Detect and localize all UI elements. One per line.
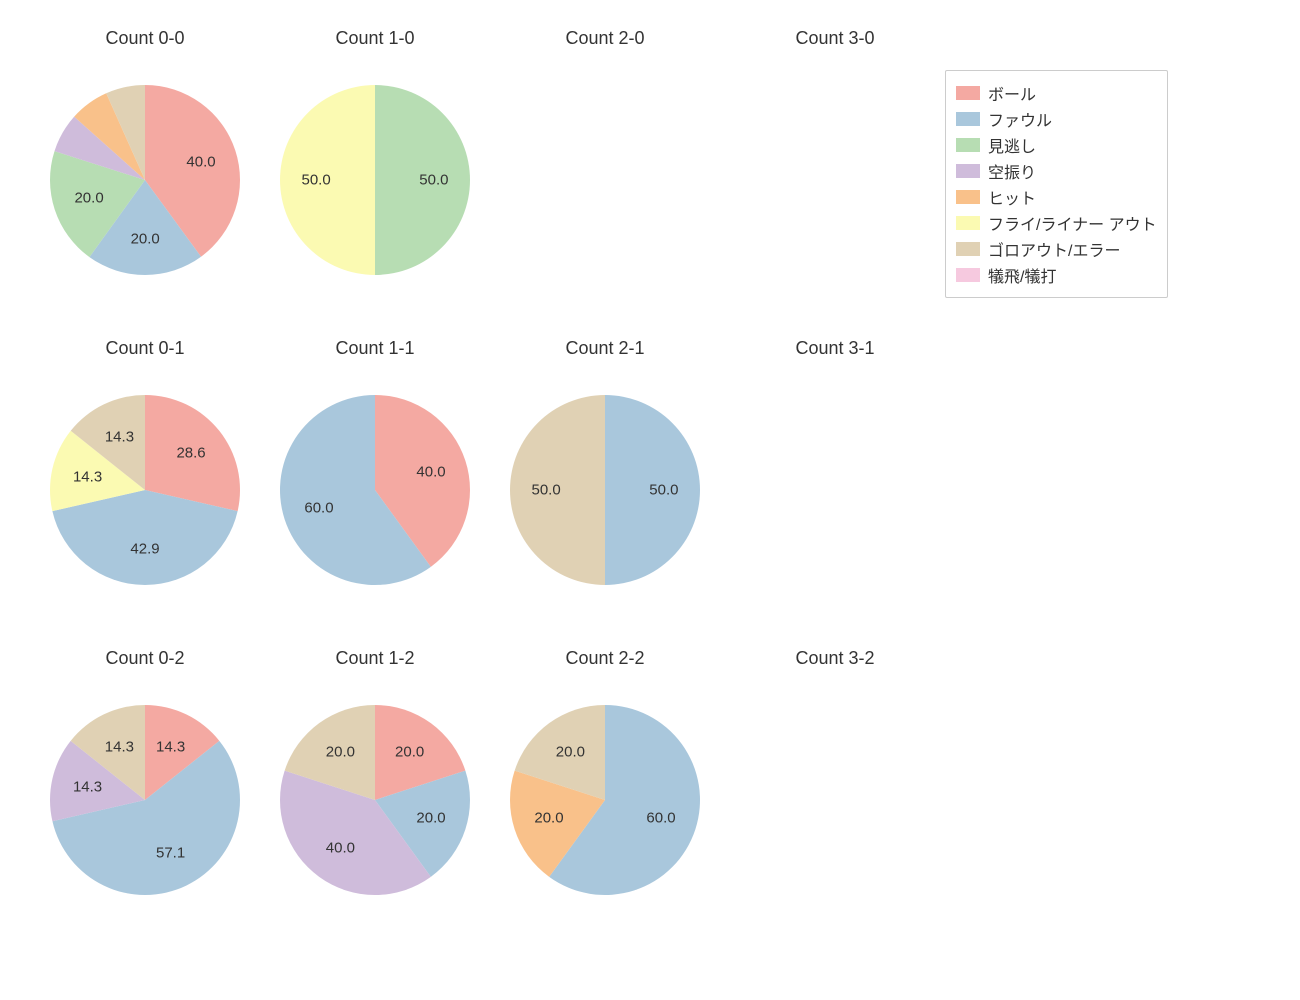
slice-label: 57.1 (156, 845, 185, 862)
panel-title: Count 2-0 (500, 28, 710, 49)
legend-item: 空振り (956, 159, 1157, 183)
legend-swatch (956, 216, 980, 230)
legend-item: ゴロアウト/エラー (956, 237, 1157, 261)
legend-label: ファウル (988, 107, 1052, 131)
slice-label: 20.0 (395, 744, 424, 761)
pie-panel: Count 3-1 (730, 330, 940, 610)
legend-swatch (956, 190, 980, 204)
pie-chart (278, 703, 472, 902)
slice-label: 60.0 (646, 810, 675, 827)
pie-chart (508, 703, 702, 902)
legend-item: ボール (956, 81, 1157, 105)
slice-label: 14.3 (156, 738, 185, 755)
legend-item: 犠飛/犠打 (956, 263, 1157, 287)
panel-title: Count 1-1 (270, 338, 480, 359)
legend-label: フライ/ライナー アウト (988, 211, 1157, 235)
legend-label: ヒット (988, 185, 1036, 209)
pie-panel: Count 3-0 (730, 20, 940, 300)
panel-title: Count 2-2 (500, 648, 710, 669)
slice-label: 42.9 (130, 540, 159, 557)
pie-panel: Count 2-2 60.0 20.0 20.0 (500, 640, 710, 920)
slice-label: 40.0 (326, 839, 355, 856)
slice-label: 14.3 (105, 738, 134, 755)
chart-stage: Count 0-040.020.020.0Count 1-050.050.0Co… (0, 0, 1300, 1000)
legend-label: 見逃し (988, 133, 1036, 157)
pie-chart (48, 83, 242, 282)
legend-swatch (956, 164, 980, 178)
slice-label: 20.0 (326, 744, 355, 761)
slice-label: 50.0 (531, 482, 560, 499)
pie-chart (48, 393, 242, 592)
panel-title: Count 3-0 (730, 28, 940, 49)
pie-panel: Count 1-0 50.0 50.0 (270, 20, 480, 300)
legend-item: ファウル (956, 107, 1157, 131)
slice-label: 40.0 (416, 463, 445, 480)
slice-label: 60.0 (304, 500, 333, 517)
panel-title: Count 3-2 (730, 648, 940, 669)
slice-label: 20.0 (534, 810, 563, 827)
panel-title: Count 0-1 (40, 338, 250, 359)
panel-title: Count 1-0 (270, 28, 480, 49)
panel-title: Count 0-0 (40, 28, 250, 49)
slice-label: 50.0 (649, 482, 678, 499)
legend-item: フライ/ライナー アウト (956, 211, 1157, 235)
pie-panel: Count 0-1 28.6 42.9 14.3 14.3 (40, 330, 250, 610)
pie-panel: Count 1-2 20.0 20.0 40.0 20.0 (270, 640, 480, 920)
slice-label: 20.0 (74, 190, 103, 207)
slice-label: 14.3 (73, 778, 102, 795)
slice-label: 50.0 (419, 172, 448, 189)
legend-item: ヒット (956, 185, 1157, 209)
pie-panel: Count 2-0 (500, 20, 710, 300)
panel-title: Count 0-2 (40, 648, 250, 669)
legend-item: 見逃し (956, 133, 1157, 157)
pie-panel: Count 0-0 40.0 20.0 20.0 (40, 20, 250, 300)
legend-swatch (956, 268, 980, 282)
slice-label: 28.6 (176, 445, 205, 462)
pie-panel: Count 0-2 14.3 57.1 14.3 14.3 (40, 640, 250, 920)
legend-label: 空振り (988, 159, 1036, 183)
legend: ボールファウル見逃し空振りヒットフライ/ライナー アウトゴロアウト/エラー犠飛/… (945, 70, 1168, 298)
pie-chart (48, 703, 242, 902)
panel-title: Count 2-1 (500, 338, 710, 359)
slice-label: 20.0 (416, 810, 445, 827)
legend-swatch (956, 86, 980, 100)
slice-label: 14.3 (73, 468, 102, 485)
panel-title: Count 1-2 (270, 648, 480, 669)
pie-panel: Count 3-2 (730, 640, 940, 920)
slice-label: 40.0 (186, 153, 215, 170)
slice-label: 14.3 (105, 428, 134, 445)
pie-chart (278, 393, 472, 592)
legend-label: ゴロアウト/エラー (988, 237, 1120, 261)
legend-swatch (956, 242, 980, 256)
pie-panel: Count 2-1 50.0 50.0 (500, 330, 710, 610)
slice-label: 20.0 (556, 744, 585, 761)
legend-label: 犠飛/犠打 (988, 263, 1056, 287)
legend-swatch (956, 138, 980, 152)
panel-title: Count 3-1 (730, 338, 940, 359)
legend-swatch (956, 112, 980, 126)
slice-label: 20.0 (131, 230, 160, 247)
pie-panel: Count 1-1 40.0 60.0 (270, 330, 480, 610)
slice-label: 50.0 (301, 172, 330, 189)
legend-label: ボール (988, 81, 1036, 105)
